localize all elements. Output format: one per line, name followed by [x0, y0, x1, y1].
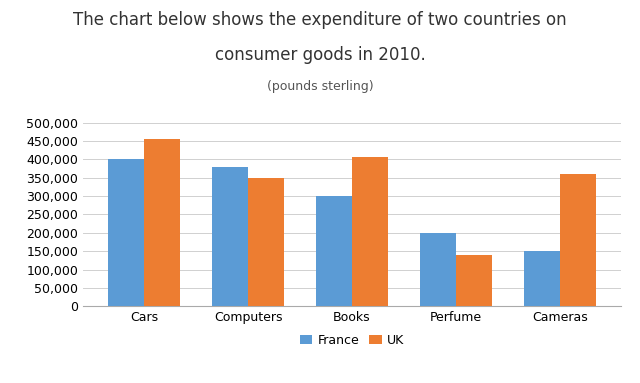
- Bar: [352, 157, 388, 306]
- Bar: [144, 139, 180, 306]
- Text: The chart below shows the expenditure of two countries on: The chart below shows the expenditure of…: [73, 11, 567, 29]
- Text: consumer goods in 2010.: consumer goods in 2010.: [214, 46, 426, 64]
- Bar: [456, 255, 492, 306]
- Bar: [560, 174, 596, 306]
- Bar: [316, 196, 352, 306]
- Text: (pounds sterling): (pounds sterling): [267, 80, 373, 93]
- Bar: [108, 159, 144, 306]
- Bar: [212, 167, 248, 306]
- Bar: [524, 251, 560, 306]
- Bar: [420, 233, 456, 306]
- Bar: [248, 178, 284, 306]
- Legend: France, UK: France, UK: [295, 329, 409, 352]
